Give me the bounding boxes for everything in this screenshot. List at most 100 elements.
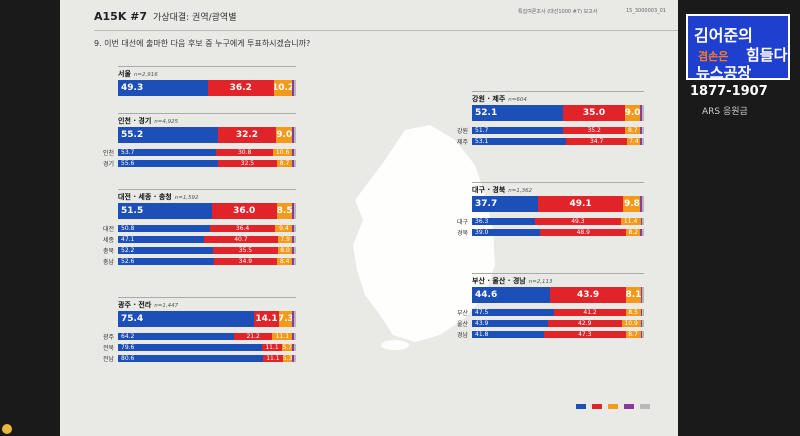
region-1-sub-bar-0-segment-0: 53.7 bbox=[118, 149, 217, 156]
legend-item-blue bbox=[576, 404, 586, 414]
region-1-sub-bar-0: 53.7 30.8 10.6 bbox=[118, 149, 296, 156]
region-2-sub-bar-3-segment-3 bbox=[292, 258, 295, 265]
region-1-sub-bar-1-segment-4 bbox=[294, 160, 296, 167]
region-4-sub-bar-1: 53.1 34.7 7.4 bbox=[472, 138, 644, 145]
chart-legend bbox=[576, 404, 650, 414]
region-2-sub-bar-3-segment-2: 8.4 bbox=[277, 258, 293, 265]
logo-line-1: 김어준의 bbox=[694, 26, 753, 45]
region-2-title: 대전 · 세종 · 충청 n=1,592 bbox=[118, 192, 199, 202]
region-1-sample-size: n=4,925 bbox=[154, 119, 179, 125]
region-5-sub-bar-1-segment-4 bbox=[642, 229, 644, 236]
region-1-name: 인천 · 경기 bbox=[118, 117, 152, 125]
region-5-name: 대구 · 경북 bbox=[472, 186, 506, 194]
region-5-sub-bar-0-segment-1: 49.3 bbox=[535, 218, 621, 225]
region-1-sub-bar-1-segment-1: 32.5 bbox=[218, 160, 277, 167]
region-2-sub-bar-1: 47.1 40.7 7.9 bbox=[118, 236, 296, 243]
region-3-main-bar-segment-1: 14.1 bbox=[253, 311, 280, 327]
region-0-sample-size: n=2,916 bbox=[133, 72, 158, 78]
region-3-sub-bar-0-segment-2: 11.1 bbox=[272, 333, 293, 340]
region-2-sub-bar-1-segment-2: 7.9 bbox=[277, 236, 293, 243]
region-5-title: 대구 · 경북 n=1,362 bbox=[472, 185, 532, 195]
region-3-sub-bar-2-segment-0: 80.6 bbox=[118, 355, 263, 362]
region-1-sub-bar-0-segment-3 bbox=[292, 149, 295, 156]
region-2-main-bar-segment-1: 36.0 bbox=[211, 203, 277, 219]
region-6-sub-bar-2-segment-2: 8.7 bbox=[625, 331, 641, 338]
region-5-sub-bar-1-segment-1: 48.9 bbox=[540, 229, 627, 236]
region-5-main-bar-segment-4 bbox=[642, 196, 644, 212]
region-3-sub-bar-0-segment-4 bbox=[294, 333, 296, 340]
region-3-sub-bar-0-segment-1: 21.2 bbox=[234, 333, 273, 340]
region-1-sub-bar-1-segment-2: 8.7 bbox=[276, 160, 293, 167]
ars-label: ARS 응원금 bbox=[702, 107, 748, 117]
region-2-sub-bar-2-segment-3 bbox=[292, 247, 295, 254]
region-3-main-bar: 75.4 14.1 7.3 bbox=[118, 311, 296, 327]
region-1-title: 인천 · 경기 n=4,925 bbox=[118, 116, 178, 126]
logo-line-2b: 힘들다 bbox=[746, 46, 788, 64]
region-3-main-bar-segment-2: 7.3 bbox=[279, 311, 293, 327]
region-5-sub-bar-0-segment-0: 36.3 bbox=[472, 218, 536, 225]
region-0-main-bar-segment-3 bbox=[292, 80, 295, 96]
region-1-main-bar-segment-2: 9.0 bbox=[276, 127, 293, 143]
region-6-sub-bar-0-segment-3 bbox=[640, 309, 643, 316]
region-5-main-bar-segment-3 bbox=[640, 196, 643, 212]
region-5-sample-size: n=1,362 bbox=[508, 188, 533, 194]
region-4-main-bar: 52.1 35.0 9.0 bbox=[472, 105, 644, 121]
region-3-title: 광주 · 전라 n=1,447 bbox=[118, 300, 178, 310]
region-3-main-bar-segment-4 bbox=[294, 311, 296, 327]
region-4-sub-bar-1-segment-1: 34.7 bbox=[565, 138, 628, 145]
region-6-name: 부산 · 울산 · 경남 bbox=[472, 277, 526, 285]
region-2-sub-bar-0: 50.8 36.4 9.4 bbox=[118, 225, 296, 232]
region-2-main-bar-segment-3 bbox=[292, 203, 295, 219]
region-0-divider bbox=[118, 66, 296, 67]
region-2-divider bbox=[118, 189, 296, 190]
region-5-sub-bar-1: 39.0 48.9 8.2 bbox=[472, 229, 644, 236]
legend-item-gray bbox=[640, 404, 650, 414]
region-5-main-bar-segment-2: 9.8 bbox=[623, 196, 641, 212]
region-6-main-bar-segment-0: 44.6 bbox=[472, 287, 550, 303]
region-3-sub-bar-1: 79.6 11.1 5.7 bbox=[118, 344, 296, 351]
region-4-divider bbox=[472, 91, 644, 92]
region-6-sub-bar-0: 47.5 41.2 8.5 bbox=[472, 309, 644, 316]
region-2-sub-bar-0-segment-3 bbox=[292, 225, 295, 232]
region-3-sub-bar-2: 80.6 11.1 5.3 bbox=[118, 355, 296, 362]
region-6-sub-bar-0-segment-1: 41.2 bbox=[554, 309, 626, 316]
region-6-main-bar-segment-2: 8.1 bbox=[626, 287, 641, 303]
region-3-sub-bar-1-segment-2: 5.7 bbox=[282, 344, 293, 351]
region-6-sub-bar-0-segment-2: 8.5 bbox=[625, 309, 641, 316]
region-0-main-bar-segment-2: 10.2 bbox=[273, 80, 293, 96]
region-4-main-bar-segment-4 bbox=[642, 105, 644, 121]
region-6-sub-bar-1-segment-0: 43.9 bbox=[472, 320, 548, 327]
region-3-main-bar-segment-3 bbox=[292, 311, 295, 327]
region-2-sub-bar-2-segment-4 bbox=[294, 247, 296, 254]
region-1-main-bar-segment-0: 55.2 bbox=[118, 127, 218, 143]
region-3-sub-bar-0-segment-0: 64.2 bbox=[118, 333, 235, 340]
region-6-main-bar: 44.6 43.9 8.1 bbox=[472, 287, 644, 303]
region-5-sub-bar-0-segment-4 bbox=[642, 218, 644, 225]
region-3-sub-bar-2-segment-1: 11.1 bbox=[262, 355, 283, 362]
region-4-main-bar-segment-0: 52.1 bbox=[472, 105, 564, 121]
region-1-main-bar-segment-1: 32.2 bbox=[217, 127, 277, 143]
region-2-sub-bar-1-segment-0: 47.1 bbox=[118, 236, 204, 243]
region-2-sub-bar-2-segment-0: 52.2 bbox=[118, 247, 214, 254]
region-4-sub-bar-1-segment-3 bbox=[640, 138, 643, 145]
logo-line-3: 뉴스공장 bbox=[696, 64, 752, 82]
region-2-name: 대전 · 세종 · 충청 bbox=[118, 193, 172, 201]
region-2-main-bar-segment-4 bbox=[294, 203, 296, 219]
region-4-sub-bar-1-segment-4 bbox=[642, 138, 644, 145]
legend-item-purple bbox=[624, 404, 634, 414]
region-5-sub-label-1: 경북 bbox=[456, 230, 468, 237]
ars-phone-number: 1877-1907 bbox=[690, 84, 768, 99]
region-6-sub-bar-2-segment-0: 41.8 bbox=[472, 331, 545, 338]
region-6-sub-bar-1-segment-2: 10.9 bbox=[621, 320, 641, 327]
region-2-sub-bar-1-segment-1: 40.7 bbox=[203, 236, 278, 243]
region-2-main-bar-segment-0: 51.5 bbox=[118, 203, 212, 219]
region-6-sub-label-0: 부산 bbox=[456, 310, 468, 317]
region-5-sub-bar-1-segment-2: 8.2 bbox=[626, 229, 641, 236]
region-1-sub-bar-0-segment-4 bbox=[294, 149, 296, 156]
region-2-sub-bar-3: 52.6 34.9 8.4 bbox=[118, 258, 296, 265]
survey-question: 9. 이번 대선에 출마한 다음 후보 중 누구에게 투표하시겠습니까? bbox=[94, 39, 311, 48]
region-3-sub-bar-0: 64.2 21.2 11.1 bbox=[118, 333, 296, 340]
news-factory-logo: 김어준의 겸손은 힘들다 뉴스공장 bbox=[686, 14, 790, 82]
region-2-sub-bar-0-segment-1: 36.4 bbox=[209, 225, 276, 232]
region-1-sub-bar-1-segment-3 bbox=[292, 160, 295, 167]
